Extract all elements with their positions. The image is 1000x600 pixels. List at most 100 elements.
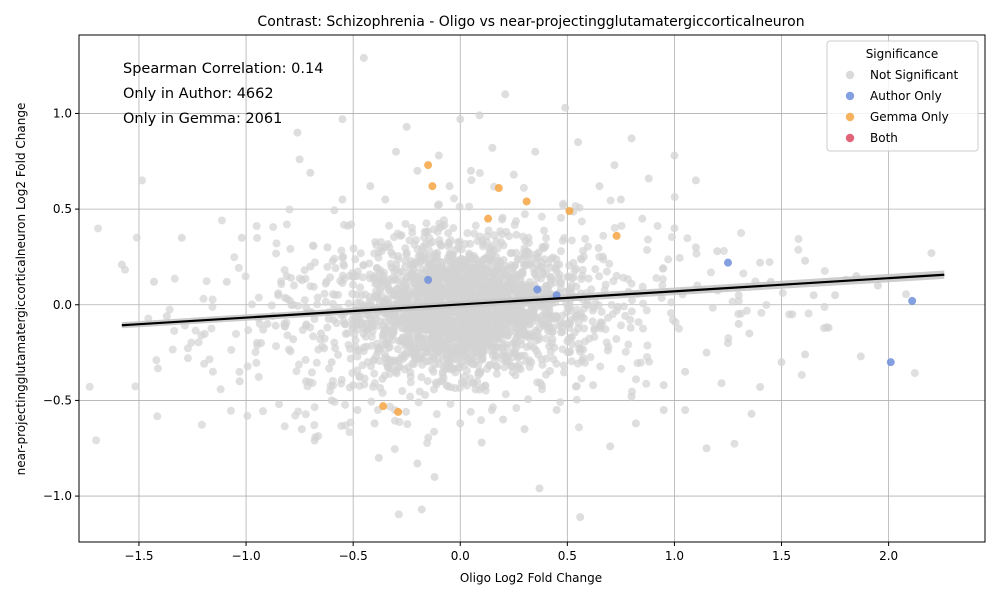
point-not-significant <box>659 405 668 414</box>
point-not-significant <box>633 359 642 368</box>
point-not-significant <box>519 183 528 192</box>
point-author-only <box>533 285 542 294</box>
y-axis-ticks: −1.0 −0.5 0.0 0.5 1.0 <box>43 106 79 503</box>
point-not-significant <box>674 324 683 333</box>
point-not-significant <box>446 362 455 371</box>
point-not-significant <box>235 367 244 376</box>
point-not-significant <box>352 290 361 299</box>
point-not-significant <box>217 216 226 225</box>
point-not-significant <box>408 228 417 237</box>
point-not-significant <box>381 279 390 288</box>
point-not-significant <box>254 372 263 381</box>
x-tick-label: 1.5 <box>772 549 791 563</box>
point-not-significant <box>429 367 438 376</box>
point-not-significant <box>337 379 346 388</box>
point-not-significant <box>330 338 339 347</box>
point-not-significant <box>289 300 298 309</box>
point-not-significant <box>471 221 480 230</box>
point-not-significant <box>466 407 475 416</box>
point-not-significant <box>153 364 162 373</box>
point-not-significant <box>602 267 611 276</box>
point-not-significant <box>353 298 362 307</box>
point-not-significant <box>285 345 294 354</box>
point-not-significant <box>520 425 529 434</box>
point-not-significant <box>401 244 410 253</box>
point-not-significant <box>523 260 532 269</box>
point-not-significant <box>454 321 463 330</box>
point-not-significant <box>298 326 307 335</box>
point-not-significant <box>425 239 434 248</box>
point-not-significant <box>506 272 515 281</box>
point-not-significant <box>542 281 551 290</box>
point-not-significant <box>503 285 512 294</box>
point-not-significant <box>309 332 318 341</box>
point-not-significant <box>488 143 497 152</box>
point-not-significant <box>380 243 389 252</box>
point-not-significant <box>643 235 652 244</box>
point-not-significant <box>356 283 365 292</box>
point-not-significant <box>366 182 375 191</box>
point-not-significant <box>831 291 840 300</box>
point-not-significant <box>429 225 438 234</box>
point-not-significant <box>765 258 774 267</box>
point-not-significant <box>422 357 431 366</box>
point-not-significant <box>323 262 332 271</box>
legend-item-not-significant-label: Not Significant <box>870 68 958 82</box>
point-not-significant <box>517 351 526 360</box>
point-not-significant <box>361 332 370 341</box>
point-not-significant <box>420 233 429 242</box>
point-not-significant <box>574 318 583 327</box>
point-not-significant <box>478 347 487 356</box>
point-not-significant <box>398 387 407 396</box>
point-not-significant <box>430 472 439 481</box>
point-not-significant <box>439 216 448 225</box>
point-not-significant <box>501 390 510 399</box>
point-not-significant <box>634 318 643 327</box>
point-not-significant <box>386 259 395 268</box>
point-not-significant <box>348 369 357 378</box>
point-not-significant <box>667 298 676 307</box>
point-not-significant <box>910 369 919 378</box>
point-not-significant <box>205 355 214 364</box>
point-not-significant <box>591 299 600 308</box>
point-not-significant <box>577 374 586 383</box>
point-not-significant <box>621 311 630 320</box>
point-not-significant <box>423 289 432 298</box>
point-not-significant <box>401 325 410 334</box>
point-not-significant <box>529 264 538 273</box>
point-not-significant <box>430 427 439 436</box>
point-not-significant <box>337 246 346 255</box>
point-not-significant <box>244 326 253 335</box>
point-not-significant <box>564 272 573 281</box>
point-not-significant <box>310 315 319 324</box>
point-not-significant <box>413 313 422 322</box>
point-not-significant <box>561 103 570 112</box>
point-not-significant <box>617 221 626 230</box>
point-not-significant <box>472 339 481 348</box>
point-not-significant <box>463 307 472 316</box>
point-not-significant <box>504 232 513 241</box>
point-not-significant <box>358 273 367 282</box>
point-not-significant <box>367 332 376 341</box>
point-not-significant <box>272 239 281 248</box>
point-not-significant <box>809 291 818 300</box>
point-author-only <box>552 291 561 300</box>
point-not-significant <box>300 296 309 305</box>
point-not-significant <box>370 419 379 428</box>
point-not-significant <box>508 352 517 361</box>
x-axis-ticks: −1.5 −1.0 −0.5 0.0 0.5 1.0 1.5 2.0 <box>124 542 898 563</box>
point-not-significant <box>445 310 454 319</box>
point-not-significant <box>591 265 600 274</box>
point-not-significant <box>430 273 439 282</box>
point-not-significant <box>152 356 161 365</box>
point-not-significant <box>310 436 319 445</box>
point-not-significant <box>458 290 467 299</box>
point-not-significant <box>406 372 415 381</box>
point-not-significant <box>402 122 411 131</box>
point-not-significant <box>658 281 667 290</box>
point-not-significant <box>544 319 553 328</box>
point-not-significant <box>417 373 426 382</box>
point-not-significant <box>548 328 557 337</box>
point-not-significant <box>589 381 598 390</box>
point-not-significant <box>425 246 434 255</box>
